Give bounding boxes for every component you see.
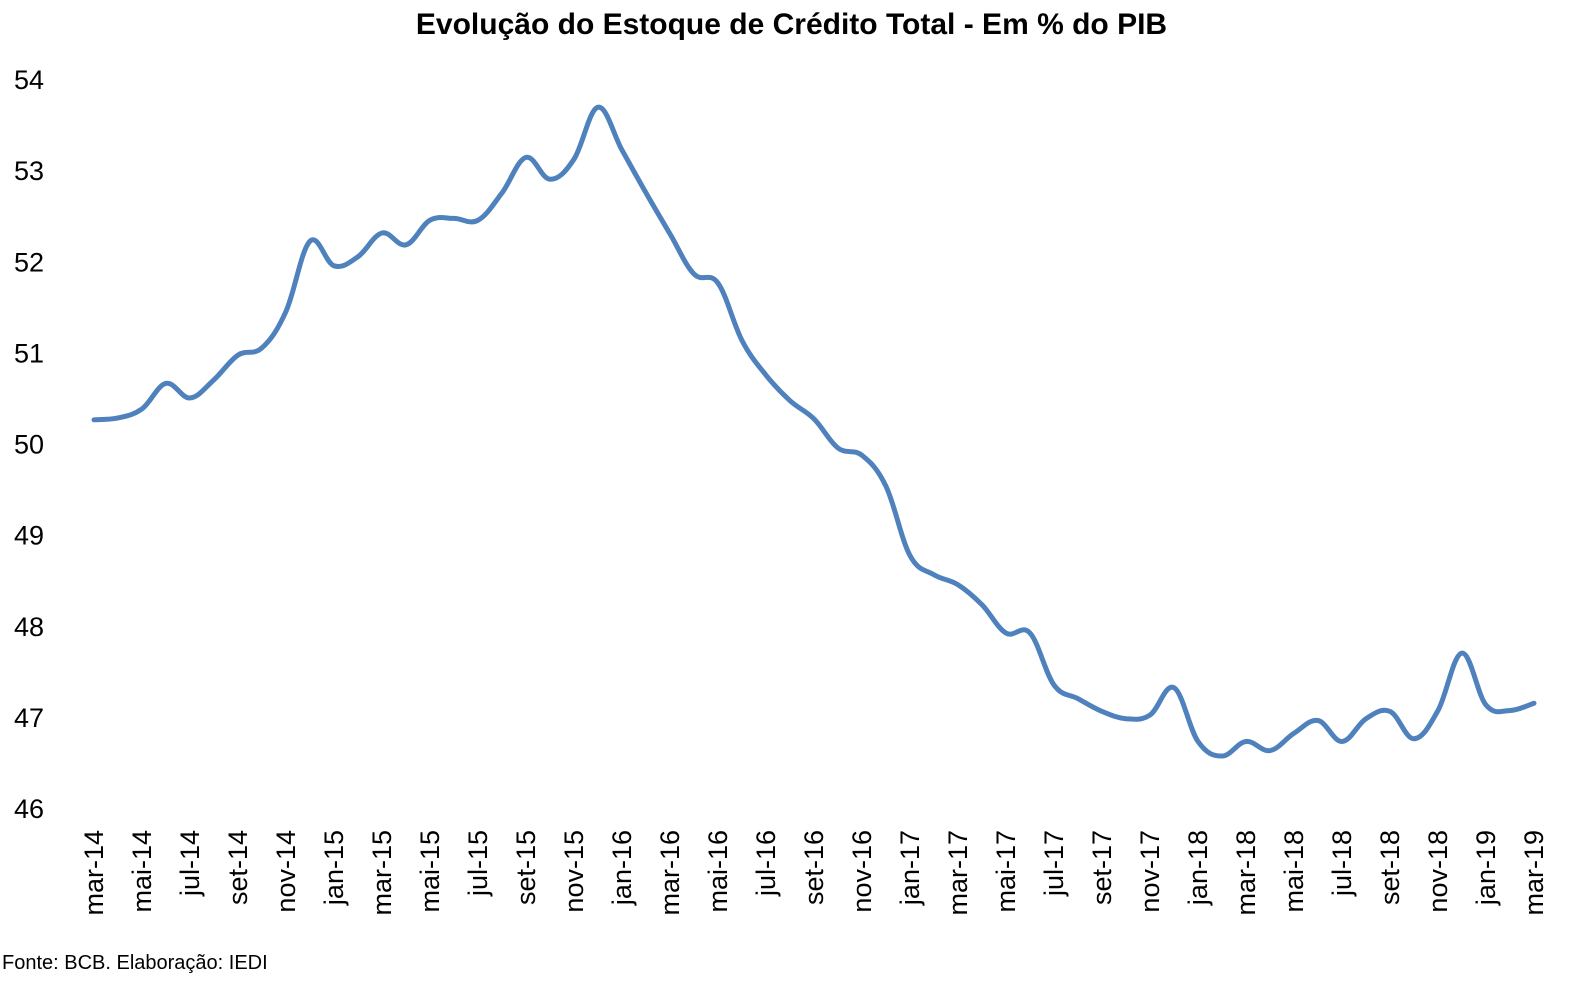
x-tick-label: jul-14 — [175, 830, 205, 897]
x-tick-label: jul-18 — [1327, 830, 1357, 897]
x-tick-label: set-18 — [1375, 830, 1405, 905]
y-tick-label: 50 — [14, 430, 44, 460]
x-tick-label: mai-18 — [1279, 830, 1309, 913]
series-line — [91, 104, 1537, 759]
source-note: Fonte: BCB. Elaboração: IEDI — [2, 952, 268, 974]
x-tick-label: jul-16 — [751, 830, 781, 897]
x-tick-label: set-17 — [1087, 830, 1117, 905]
y-tick-label: 46 — [14, 794, 44, 824]
x-tick-label: nov-18 — [1423, 830, 1453, 913]
x-tick-label: nov-14 — [271, 830, 301, 913]
x-tick-label: mar-19 — [1519, 830, 1549, 916]
x-tick-label: mar-15 — [367, 830, 397, 916]
x-tick-label: jul-15 — [463, 830, 493, 897]
y-tick-label: 47 — [14, 703, 44, 733]
x-tick-label: nov-16 — [847, 830, 877, 913]
x-tick-label: mar-14 — [79, 830, 109, 916]
x-tick-label: mai-15 — [415, 830, 445, 913]
y-tick-label: 51 — [14, 338, 44, 368]
x-tick-label: mai-17 — [991, 830, 1021, 913]
x-tick-label: mar-16 — [655, 830, 685, 916]
x-tick-label: nov-17 — [1135, 830, 1165, 913]
x-tick-label: set-14 — [223, 830, 253, 905]
x-tick-label: jan-16 — [607, 830, 637, 906]
x-tick-label: set-16 — [799, 830, 829, 905]
y-tick-label: 49 — [14, 521, 44, 551]
y-tick-label: 54 — [14, 65, 44, 95]
chart-title: Evolução do Estoque de Crédito Total - E… — [415, 8, 1168, 41]
y-axis-tick-labels: 46 47 48 49 50 51 52 53 54 — [14, 65, 44, 824]
x-tick-label: mar-17 — [943, 830, 973, 916]
x-tick-label: nov-15 — [559, 830, 589, 913]
x-tick-label: jan-19 — [1471, 830, 1501, 906]
x-tick-label: jan-15 — [319, 830, 349, 906]
x-tick-label: mai-14 — [127, 830, 157, 913]
x-tick-label: set-15 — [511, 830, 541, 905]
y-tick-label: 53 — [14, 156, 44, 186]
y-tick-label: 52 — [14, 247, 44, 277]
x-tick-label: mar-18 — [1231, 830, 1261, 916]
x-tick-label: jul-17 — [1039, 830, 1069, 897]
x-axis-tick-labels: mar-14 mai-14 jul-14 set-14 nov-14 jan-15 mar-… — [79, 830, 1549, 916]
x-tick-label: jan-18 — [1183, 830, 1213, 906]
series-group — [91, 104, 1537, 759]
y-tick-label: 48 — [14, 612, 44, 642]
x-tick-label: jan-17 — [895, 830, 925, 906]
x-tick-label: mai-16 — [703, 830, 733, 913]
